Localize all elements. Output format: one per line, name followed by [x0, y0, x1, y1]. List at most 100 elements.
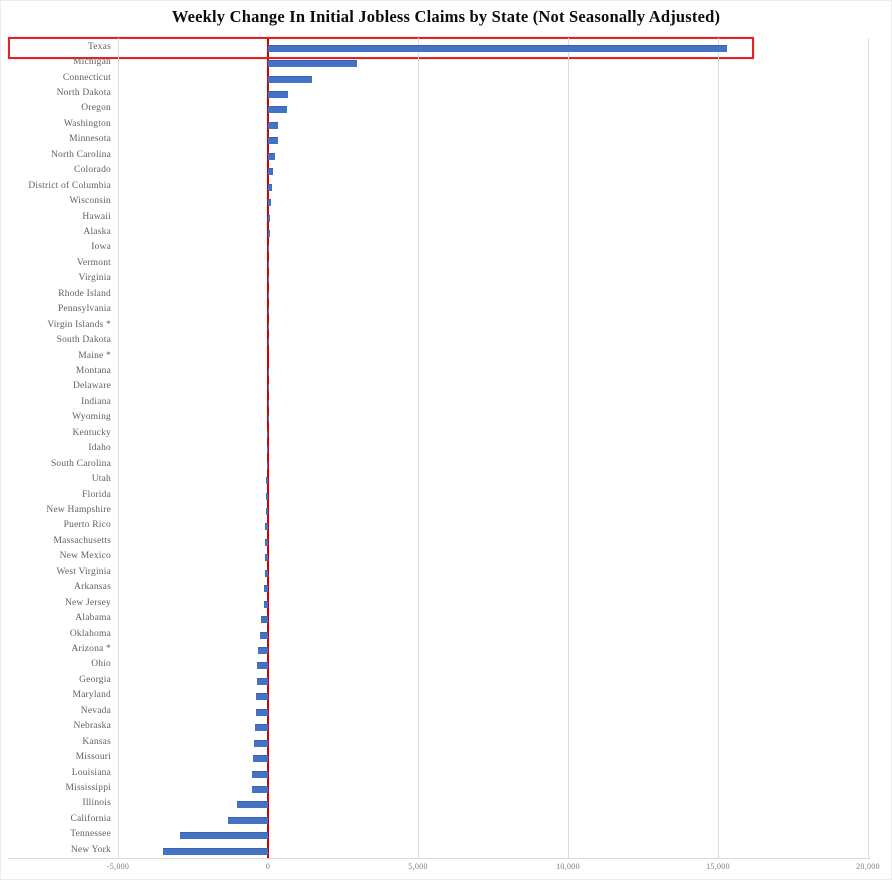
state-label: South Carolina [50, 458, 111, 469]
state-label: Wisconsin [69, 196, 111, 207]
state-label: Iowa [91, 242, 111, 253]
state-label: Delaware [73, 381, 111, 392]
x-axis-tick-label: 0 [265, 862, 271, 871]
state-label: Nebraska [73, 721, 111, 732]
state-bar [267, 430, 268, 438]
gridline [418, 38, 419, 858]
state-label: Oklahoma [69, 628, 111, 639]
state-bar [266, 446, 268, 454]
state-label: Maine * [78, 350, 111, 361]
x-axis-tick-label: -5,000 [106, 862, 130, 871]
state-bar [256, 693, 268, 701]
state-bar [268, 152, 275, 160]
state-label: West Virginia [56, 566, 111, 577]
state-bar [256, 677, 268, 685]
state-label: Mississippi [65, 783, 111, 794]
state-bar [236, 801, 268, 809]
state-bar [255, 724, 268, 732]
state-label: North Dakota [56, 88, 111, 99]
state-label: New York [70, 844, 111, 855]
x-axis-spine [8, 858, 870, 859]
state-label: Virgin Islands * [47, 319, 111, 330]
state-bar [264, 569, 268, 577]
state-bar [256, 662, 268, 670]
state-label: Wyoming [72, 412, 111, 423]
state-label: New Hampshire [46, 505, 111, 516]
state-label: Florida [82, 489, 111, 500]
x-axis-tick-label: 10,000 [556, 862, 580, 871]
state-label: Texas [87, 41, 111, 52]
state-bar [179, 832, 268, 840]
state-label: Maryland [72, 690, 111, 701]
state-label: New Mexico [59, 551, 111, 562]
state-bar [268, 183, 272, 191]
state-label: Indiana [81, 396, 111, 407]
x-axis-tick-label: 5,000 [408, 862, 428, 871]
state-bar [263, 600, 268, 608]
state-bar [268, 260, 269, 268]
state-bar [264, 585, 268, 593]
state-label: South Dakota [56, 335, 111, 346]
zero-axis-line [267, 37, 269, 858]
state-bar [268, 137, 278, 145]
state-label: Rhode Island [58, 288, 111, 299]
state-bar [266, 477, 268, 485]
state-label: Tennessee [70, 829, 111, 840]
state-bar [268, 60, 357, 68]
state-bar [268, 121, 279, 129]
state-bar [228, 816, 268, 824]
state-label: Pennsylvania [57, 304, 111, 315]
state-bar [268, 199, 271, 207]
highlight-box [8, 37, 754, 59]
x-axis-tick-label: 15,000 [706, 862, 730, 871]
state-label: Georgia [79, 674, 111, 685]
x-axis-tick-label: 20,000 [856, 862, 880, 871]
state-bar [266, 461, 268, 469]
state-label: Illinois [82, 798, 111, 809]
state-label: Vermont [76, 257, 111, 268]
state-label: Hawaii [82, 211, 111, 222]
gridline [568, 38, 569, 858]
state-bar [268, 44, 727, 52]
state-bar [268, 230, 270, 238]
state-label: North Carolina [50, 149, 111, 160]
state-bar [265, 554, 268, 562]
state-bar [265, 492, 268, 500]
state-label: Arizona * [71, 644, 111, 655]
state-label: Michigan [72, 57, 111, 68]
gridline [868, 38, 869, 858]
state-label: Louisiana [71, 767, 111, 778]
state-bar [268, 91, 289, 99]
state-bar [265, 538, 268, 546]
state-bar [268, 214, 270, 222]
state-label: Alaska [83, 227, 111, 238]
state-label: Connecticut [62, 72, 111, 83]
state-label: Missouri [75, 752, 111, 763]
state-bar [268, 168, 274, 176]
state-bar [251, 786, 268, 794]
state-label: Idaho [88, 443, 111, 454]
state-bar [253, 755, 268, 763]
state-label: New Jersey [64, 597, 111, 608]
state-bar [163, 847, 268, 855]
state-bar [268, 75, 312, 83]
chart-title: Weekly Change In Initial Jobless Claims … [171, 7, 721, 26]
state-label: Alabama [75, 613, 111, 624]
state-label: Minnesota [69, 134, 111, 145]
state-label: Kansas [82, 736, 111, 747]
state-label: Nevada [80, 705, 111, 716]
state-label: Utah [91, 474, 111, 485]
state-label: Virginia [78, 273, 111, 284]
state-bar [260, 616, 268, 624]
gridline [118, 38, 119, 858]
state-label: Colorado [74, 165, 111, 176]
state-label: District of Columbia [28, 180, 111, 191]
state-bar [252, 770, 268, 778]
state-label: California [70, 813, 111, 824]
state-bar [253, 739, 268, 747]
state-label: Washington [63, 118, 111, 129]
state-label: Kentucky [72, 427, 111, 438]
state-bar [255, 708, 268, 716]
